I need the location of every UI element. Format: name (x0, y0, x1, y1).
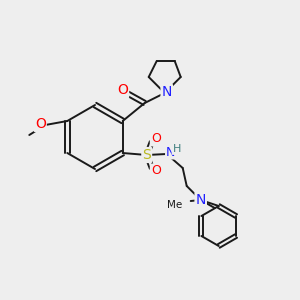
Text: H: H (172, 144, 181, 154)
Text: N: N (166, 146, 175, 158)
Text: O: O (151, 133, 161, 146)
Text: O: O (117, 83, 128, 97)
Text: O: O (151, 164, 161, 178)
Text: Me: Me (167, 200, 183, 210)
Text: S: S (142, 148, 151, 162)
Text: N: N (161, 85, 172, 99)
Text: N: N (196, 193, 206, 207)
Text: O: O (35, 117, 46, 131)
